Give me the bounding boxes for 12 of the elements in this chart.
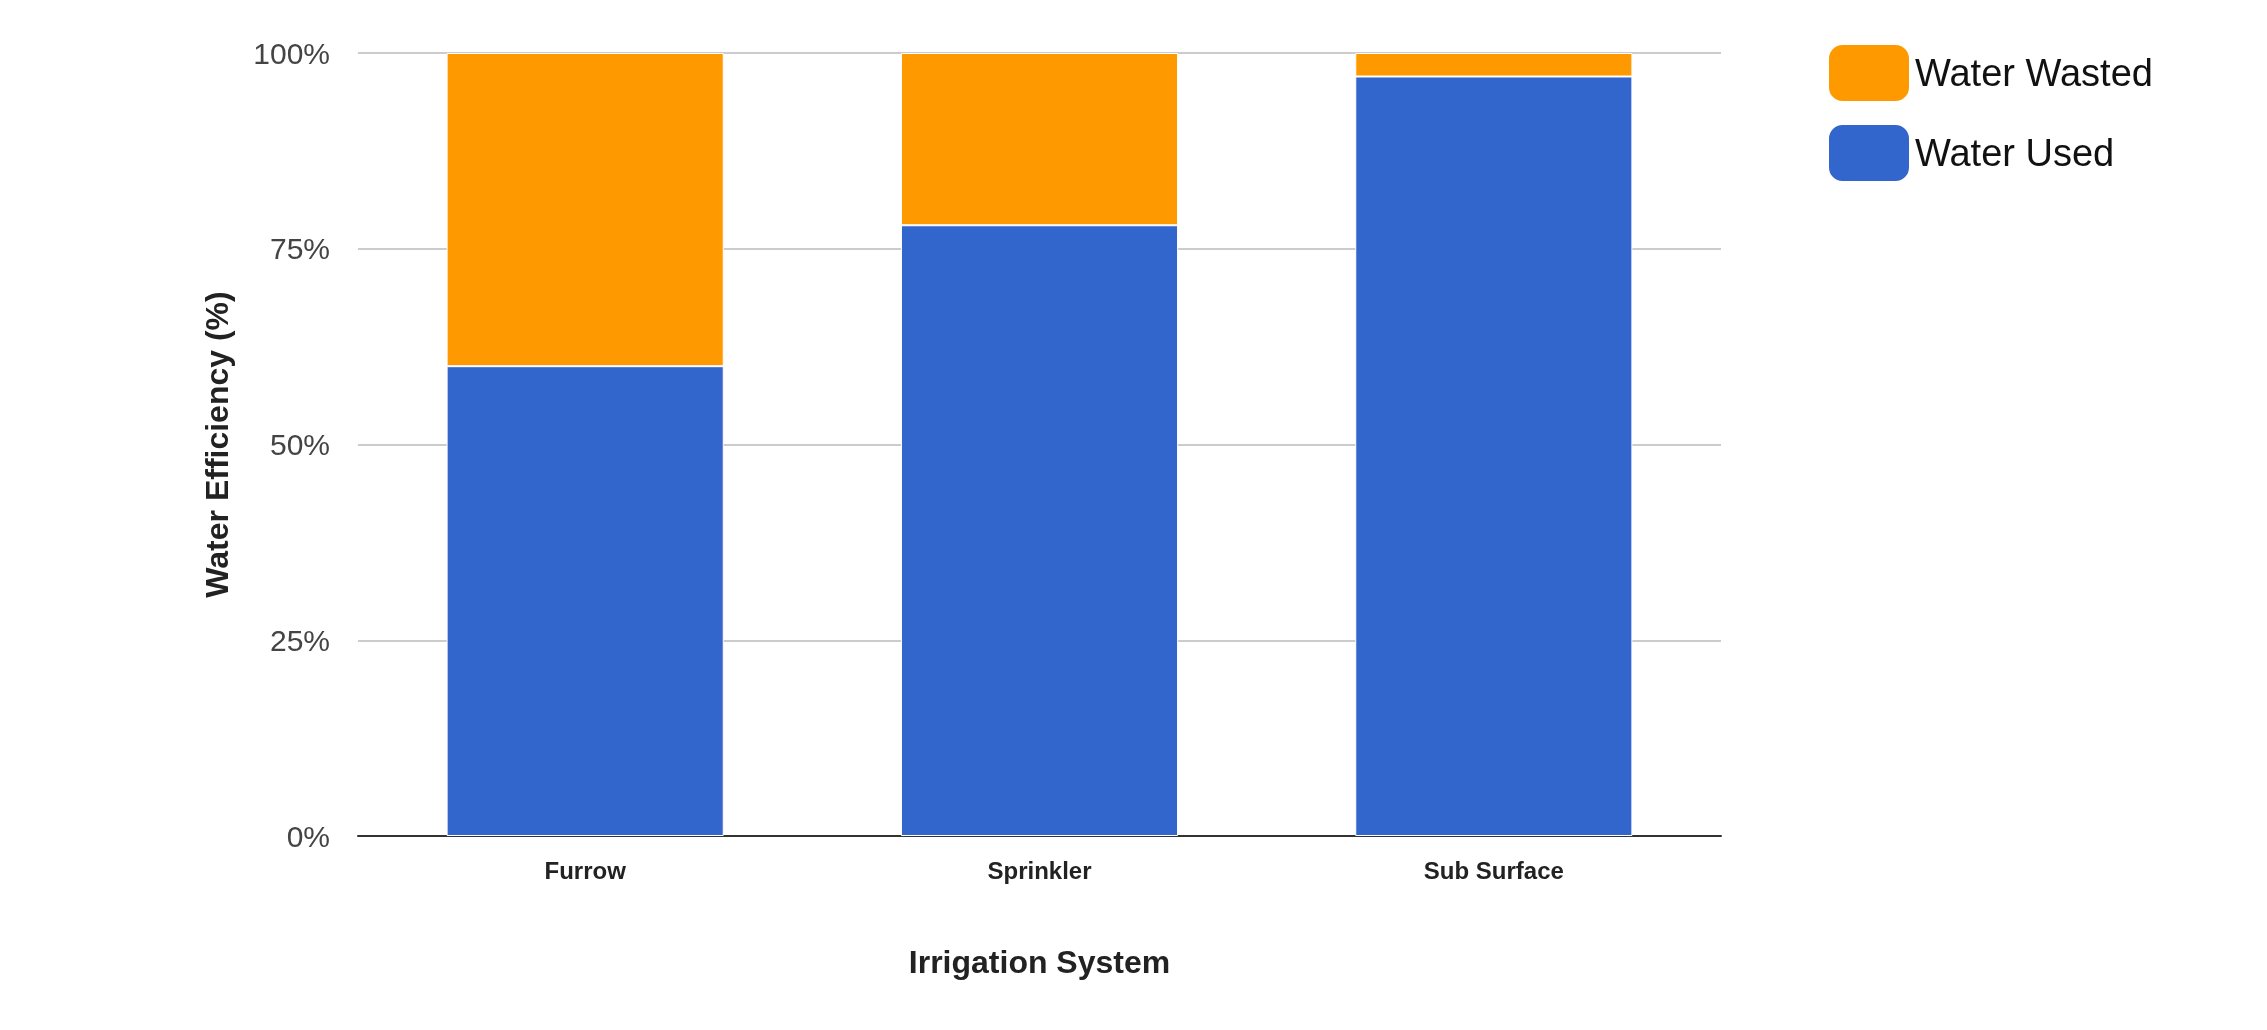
y-tick-label: 75%	[269, 232, 330, 266]
x-tick-label: Sub Surface	[1423, 856, 1564, 884]
x-tick-label: Furrow	[544, 856, 627, 884]
legend-label: Water Used	[1915, 132, 2115, 174]
x-axis-title: Irrigation System	[908, 944, 1171, 980]
y-tick-label: 50%	[269, 428, 330, 461]
y-tick-label: 25%	[269, 623, 330, 657]
y-tick-label: 0%	[286, 819, 330, 853]
y-axis-title: Water Efficiency (%)	[199, 291, 235, 598]
legend-label: Water Wasted	[1915, 52, 2153, 94]
y-tick-label: 100%	[253, 36, 330, 70]
x-tick-label: Sprinkler	[987, 856, 1092, 884]
